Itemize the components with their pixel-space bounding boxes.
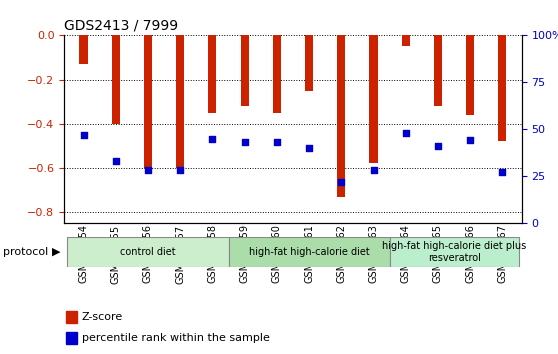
Bar	[66, 332, 76, 343]
Bar	[68, 237, 229, 267]
Point	[337, 179, 346, 184]
Point	[240, 139, 249, 145]
Bar	[466, 35, 474, 115]
Text: protocol: protocol	[3, 247, 48, 257]
Point	[498, 170, 507, 175]
Bar	[79, 35, 88, 64]
Point	[176, 168, 185, 173]
Bar	[369, 35, 378, 164]
Text: GDS2413 / 7999: GDS2413 / 7999	[64, 19, 179, 33]
Bar	[498, 35, 507, 141]
Point	[369, 168, 378, 173]
Bar	[337, 35, 345, 196]
Bar	[208, 35, 217, 113]
Bar	[402, 35, 410, 46]
Point	[272, 139, 281, 145]
Text: high-fat high-calorie diet: high-fat high-calorie diet	[249, 247, 369, 257]
Bar	[66, 312, 76, 323]
Bar	[240, 35, 249, 106]
Text: control diet: control diet	[120, 247, 176, 257]
Bar	[389, 237, 518, 267]
Point	[111, 158, 120, 164]
Text: percentile rank within the sample: percentile rank within the sample	[81, 333, 270, 343]
Text: high-fat high-calorie diet plus
resveratrol: high-fat high-calorie diet plus resverat…	[382, 241, 526, 263]
Point	[466, 138, 475, 143]
Bar	[305, 35, 313, 91]
Text: Z-score: Z-score	[81, 312, 123, 322]
Bar	[144, 35, 152, 168]
Bar	[176, 35, 184, 168]
Point	[401, 130, 410, 136]
Point	[79, 132, 88, 138]
Point	[305, 145, 314, 151]
Point	[208, 136, 217, 142]
Bar	[273, 35, 281, 113]
Bar	[229, 237, 389, 267]
Bar	[434, 35, 442, 106]
Text: ▶: ▶	[52, 247, 60, 257]
Point	[143, 168, 152, 173]
Point	[434, 143, 442, 149]
Bar	[112, 35, 120, 124]
